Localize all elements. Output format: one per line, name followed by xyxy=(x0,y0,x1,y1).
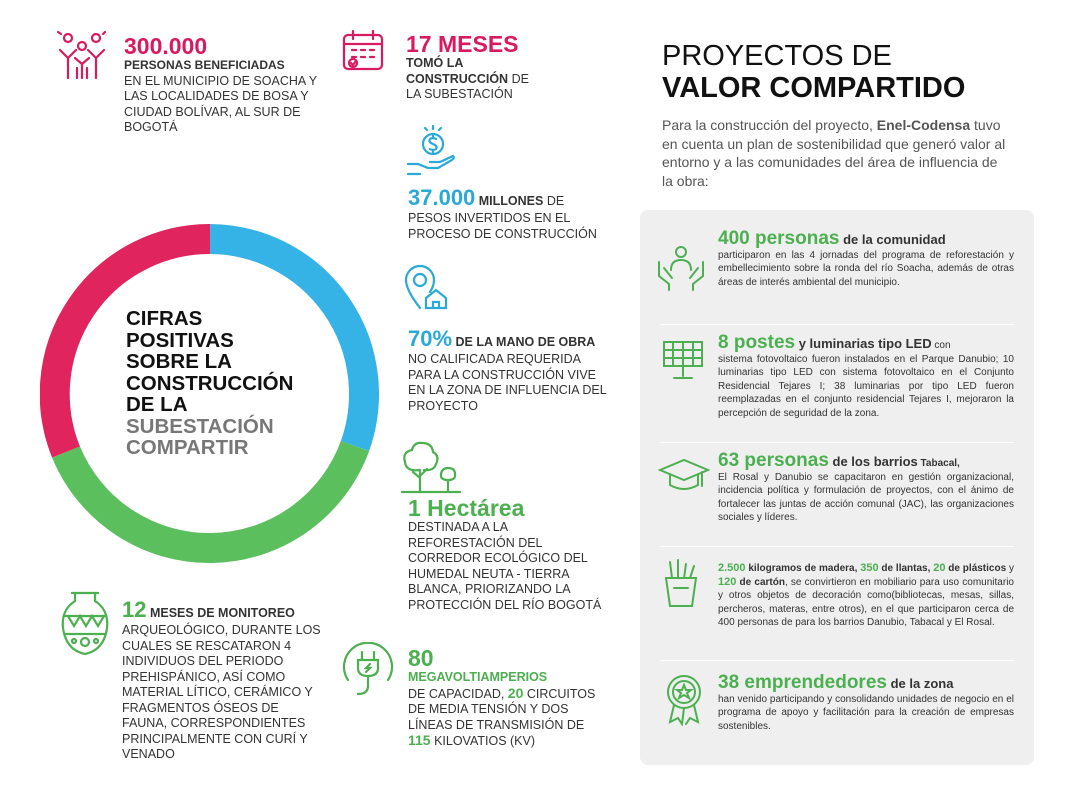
title-line2: VALOR COMPARTIDO xyxy=(662,72,966,104)
mano-obra-number: 70% xyxy=(408,326,453,351)
location-home-icon xyxy=(402,262,452,317)
millones-number: 37.000 xyxy=(408,185,476,210)
hectarea-text: DESTINADA A LA REFORESTACIÓN DEL CORREDO… xyxy=(408,520,602,612)
recycle-bin-icon xyxy=(662,558,700,613)
mano-obra-bold: DE LA MANO DE OBRA xyxy=(452,335,596,349)
intro-text: Para la construcción del proyecto, Enel-… xyxy=(662,117,1006,189)
megavoltio-t3: KILOVATIOS (KV) xyxy=(430,734,536,748)
project-item-2: 8 postes y luminarias tipo LED con siste… xyxy=(718,332,1014,419)
project-item-4: 2.500 kilogramos de madera, 350 de llant… xyxy=(718,562,1014,628)
project-item-5: 38 emprendedores de la zona han venido p… xyxy=(718,672,1014,732)
people-hands-icon xyxy=(656,242,706,297)
ring-line7: COMPARTIR xyxy=(126,436,249,459)
ring-pink-arc xyxy=(39,223,211,458)
ring-line6: SUBESTACIÓN xyxy=(126,414,274,438)
meses-text1: DE xyxy=(508,71,529,86)
megavoltio-t2: CIRCUITOS DE MEDIA TENSIÓN Y DOS LÍNEAS … xyxy=(408,686,596,732)
ring-line3: SOBRE LA xyxy=(126,350,232,373)
millones-text2: PESOS INVERTIDOS EN EL PROCESO DE CONSTR… xyxy=(408,211,597,241)
personas-text: EN EL MUNICIPIO DE SOACHA Y LAS LOCALIDA… xyxy=(124,73,317,135)
ring-line4: CONSTRUCCIÓN xyxy=(126,371,294,395)
divider xyxy=(660,324,1014,325)
calendar-icon xyxy=(340,28,386,79)
megavoltio-label: MEGAVOLTIAMPERIOS xyxy=(408,670,548,684)
divider xyxy=(660,442,1014,443)
megavoltio-number: 80 xyxy=(408,645,434,671)
millones-text1: DE xyxy=(543,194,565,208)
ring-blue-arc xyxy=(209,224,379,452)
megavoltio-t1: DE CAPACIDAD, xyxy=(408,686,508,701)
projects-panel: 400 personas de la comunidad participaro… xyxy=(640,210,1034,765)
title-line1: PROYECTOS DE xyxy=(662,40,892,72)
donut-ring xyxy=(39,223,380,569)
graduation-cap-icon xyxy=(657,456,711,501)
monitoreo-number: 12 xyxy=(122,597,147,622)
vase-icon xyxy=(58,590,112,663)
community-hands-icon xyxy=(55,28,109,87)
meses-number: 17 MESES xyxy=(406,31,519,57)
millones-bold: MILLONES xyxy=(475,194,544,208)
monitoreo-text: ARQUEOLÓGICO, DURANTE LOS CUALES SE RESC… xyxy=(122,623,321,761)
project-item-1: 400 personas de la comunidad participaro… xyxy=(718,228,1014,288)
megavoltio-n3: 115 xyxy=(408,732,431,748)
divider xyxy=(660,546,1014,547)
badge-star-icon xyxy=(664,674,704,731)
money-hand-icon xyxy=(405,122,461,183)
monitoreo-bold: MESES DE MONITOREO xyxy=(146,606,295,620)
project-item-3: 63 personas de los barrios Tabacal, El R… xyxy=(718,450,1014,523)
meses-bold: TOMÓ LA CONSTRUCCIÓN xyxy=(406,56,509,86)
ring-line2: POSITIVAS xyxy=(126,328,234,352)
ring-line5: DE LA xyxy=(126,393,188,416)
solar-panel-icon xyxy=(660,336,706,387)
mano-obra-text: NO CALIFICADA REQUERIDA PARA LA CONSTRUC… xyxy=(408,352,607,413)
plug-icon xyxy=(340,641,396,703)
megavoltio-n2: 20 xyxy=(507,684,524,701)
ring-line1: CIFRAS xyxy=(126,307,203,330)
meses-text2: LA SUBESTACIÓN xyxy=(406,87,513,101)
personas-number: 300.000 xyxy=(124,33,208,59)
hectarea-number: 1 Hectárea xyxy=(408,495,525,521)
personas-label: PERSONAS BENEFICIADAS xyxy=(124,58,285,72)
divider xyxy=(660,660,1014,661)
ring-green-arc xyxy=(52,440,370,563)
trees-icon xyxy=(400,440,462,501)
